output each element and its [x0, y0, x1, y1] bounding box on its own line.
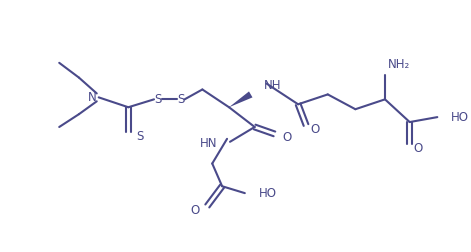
Text: S: S — [136, 130, 144, 143]
Text: NH: NH — [264, 79, 281, 92]
Text: S: S — [154, 93, 162, 106]
Text: HN: HN — [200, 137, 217, 150]
Text: NH₂: NH₂ — [388, 58, 410, 71]
Text: O: O — [282, 131, 292, 144]
Text: HO: HO — [451, 111, 469, 124]
Text: O: O — [190, 204, 199, 217]
Text: S: S — [177, 93, 184, 106]
Polygon shape — [229, 91, 252, 107]
Text: O: O — [414, 142, 423, 155]
Text: HO: HO — [259, 187, 276, 200]
Text: O: O — [310, 123, 319, 136]
Text: N: N — [88, 91, 97, 104]
